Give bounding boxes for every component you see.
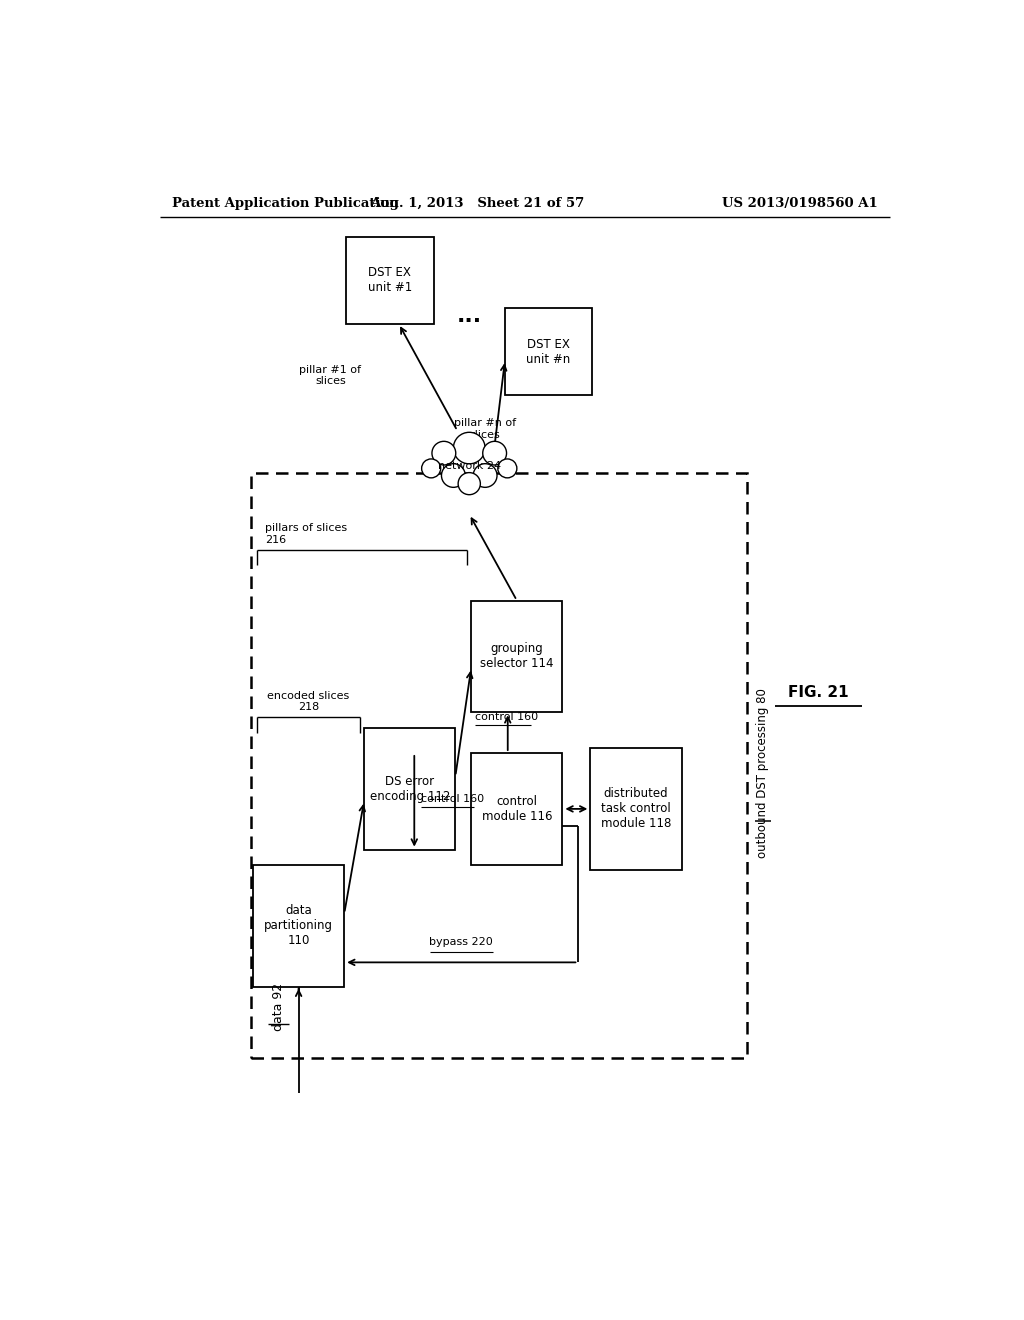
FancyBboxPatch shape xyxy=(505,309,592,395)
Text: DS error
encoding 112: DS error encoding 112 xyxy=(370,775,450,803)
Text: data
partitioning
110: data partitioning 110 xyxy=(264,904,333,948)
Ellipse shape xyxy=(482,441,507,465)
Text: distributed
task control
module 118: distributed task control module 118 xyxy=(601,788,671,830)
Ellipse shape xyxy=(458,473,480,495)
FancyBboxPatch shape xyxy=(365,727,456,850)
Text: control
module 116: control module 116 xyxy=(481,795,552,822)
Text: control 160: control 160 xyxy=(421,793,483,804)
FancyBboxPatch shape xyxy=(253,865,344,987)
Text: grouping
selector 114: grouping selector 114 xyxy=(480,643,554,671)
Ellipse shape xyxy=(422,459,440,478)
Text: encoded slices
218: encoded slices 218 xyxy=(267,690,349,713)
FancyBboxPatch shape xyxy=(471,601,562,713)
Text: pillars of slices
216: pillars of slices 216 xyxy=(265,523,347,545)
Ellipse shape xyxy=(441,463,465,487)
Text: bypass 220: bypass 220 xyxy=(429,937,494,948)
Ellipse shape xyxy=(498,459,517,478)
FancyBboxPatch shape xyxy=(346,238,433,323)
Ellipse shape xyxy=(454,433,485,463)
FancyBboxPatch shape xyxy=(471,752,562,865)
Ellipse shape xyxy=(473,463,497,487)
FancyBboxPatch shape xyxy=(590,748,682,870)
Text: Patent Application Publication: Patent Application Publication xyxy=(172,197,398,210)
Text: network 24: network 24 xyxy=(437,462,501,471)
Text: data 92: data 92 xyxy=(272,983,286,1031)
Text: pillar #1 of
slices: pillar #1 of slices xyxy=(299,364,361,387)
FancyBboxPatch shape xyxy=(251,474,748,1057)
Text: US 2013/0198560 A1: US 2013/0198560 A1 xyxy=(722,197,878,210)
Text: Aug. 1, 2013   Sheet 21 of 57: Aug. 1, 2013 Sheet 21 of 57 xyxy=(370,197,585,210)
Text: ...: ... xyxy=(457,306,482,326)
Text: DST EX
unit #1: DST EX unit #1 xyxy=(368,267,412,294)
Text: outbound DST processing 80: outbound DST processing 80 xyxy=(757,689,769,858)
Text: DST EX
unit #n: DST EX unit #n xyxy=(526,338,570,366)
Text: FIG. 21: FIG. 21 xyxy=(788,685,849,700)
Ellipse shape xyxy=(432,441,456,465)
Text: pillar #n of
slices: pillar #n of slices xyxy=(454,418,516,440)
Text: control 160: control 160 xyxy=(475,713,539,722)
